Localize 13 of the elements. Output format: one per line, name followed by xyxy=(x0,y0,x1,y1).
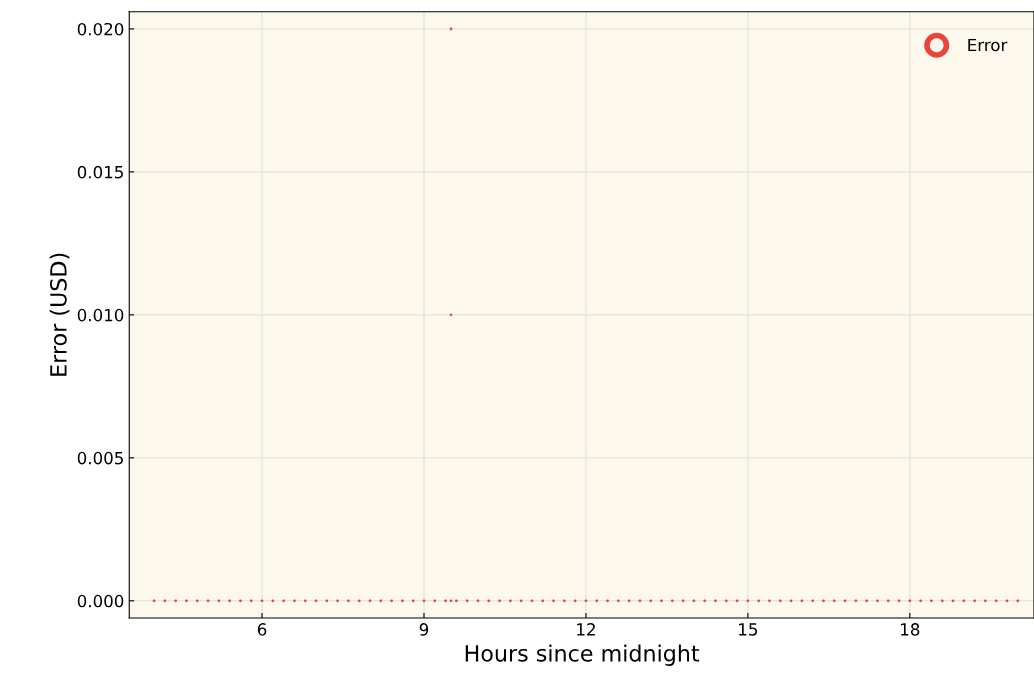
x-tick-label: 9 xyxy=(419,623,429,636)
x-axis-title: Hours since midnight xyxy=(465,644,700,667)
y-tick-label: 0.000 xyxy=(77,594,124,608)
legend-label: Error xyxy=(968,38,1008,52)
y-tick-label: 0.015 xyxy=(77,165,123,179)
x-tick-label: 15 xyxy=(739,623,758,636)
x-tick-label: 12 xyxy=(577,623,595,636)
x-tick-label: 18 xyxy=(901,623,920,636)
y-tick-label: 0.020 xyxy=(77,22,124,36)
y-tick-label: 0.010 xyxy=(77,308,124,322)
y-tick-label: 0.005 xyxy=(77,451,123,465)
x-tick-label: 6 xyxy=(257,623,267,636)
y-axis-title: Error (USD) xyxy=(49,253,70,376)
